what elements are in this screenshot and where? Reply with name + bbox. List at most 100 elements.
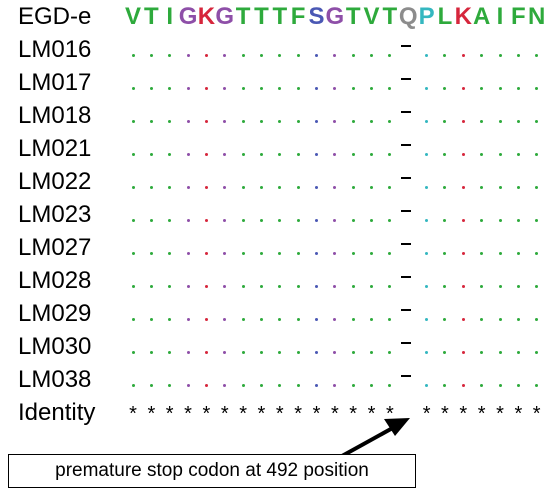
identical-residue-dot xyxy=(259,384,263,387)
reference-residue: L xyxy=(437,3,453,30)
identical-residue-dot xyxy=(351,219,355,222)
reference-residue: A xyxy=(472,3,491,30)
identical-residue-dot xyxy=(241,384,245,387)
identical-residue-dot xyxy=(223,318,227,321)
identical-residue-dot xyxy=(333,285,337,288)
identical-residue-dot xyxy=(443,318,447,321)
identical-residue-dot xyxy=(425,384,429,387)
identical-residue-dot xyxy=(259,54,263,57)
identical-residue-dot xyxy=(168,54,172,57)
identical-residue-dot xyxy=(204,87,208,90)
identical-residue-dot xyxy=(278,120,282,123)
identity-star: * xyxy=(514,403,523,425)
identical-residue-dot xyxy=(241,87,245,90)
reference-residue: I xyxy=(166,3,174,30)
strain-label: LM016 xyxy=(18,36,92,63)
identical-residue-dot xyxy=(425,120,429,123)
identical-residue-dot xyxy=(149,186,153,189)
identical-residue-dot xyxy=(186,318,190,321)
identical-residue-dot xyxy=(315,318,318,321)
identical-residue-dot xyxy=(333,351,337,354)
identity-star: * xyxy=(496,403,504,425)
identical-residue-dot xyxy=(223,87,227,90)
identical-residue-dot xyxy=(149,252,153,255)
identical-residue-dot xyxy=(168,252,172,255)
identical-residue-dot xyxy=(278,186,282,189)
identical-residue-dot xyxy=(370,186,374,189)
identical-residue-dot xyxy=(498,351,502,354)
alignment-gap xyxy=(401,78,412,80)
identical-residue-dot xyxy=(461,219,465,222)
identical-residue-dot xyxy=(516,87,520,90)
identical-residue-dot xyxy=(480,219,484,222)
identity-star: * xyxy=(275,403,284,425)
identical-residue-dot xyxy=(498,384,502,387)
identical-residue-dot xyxy=(278,285,282,288)
identical-residue-dot xyxy=(461,54,465,57)
identity-star: * xyxy=(220,403,229,425)
identical-residue-dot xyxy=(333,87,337,90)
identical-residue-dot xyxy=(223,186,227,189)
identical-residue-dot xyxy=(498,54,502,57)
identical-residue-dot xyxy=(315,153,318,156)
identical-residue-dot xyxy=(498,186,502,189)
identical-residue-dot xyxy=(516,153,520,156)
identical-residue-dot xyxy=(296,285,300,288)
identical-residue-dot xyxy=(278,219,282,222)
identical-residue-dot xyxy=(443,219,447,222)
identical-residue-dot xyxy=(131,252,135,255)
identity-star: * xyxy=(202,403,211,425)
identical-residue-dot xyxy=(223,219,227,222)
identity-star: * xyxy=(367,403,376,425)
identical-residue-dot xyxy=(351,384,355,387)
identical-residue-dot xyxy=(296,186,300,189)
identical-residue-dot xyxy=(149,384,153,387)
identical-residue-dot xyxy=(131,54,135,57)
identity-star: * xyxy=(147,403,156,425)
identical-residue-dot xyxy=(516,54,520,57)
identical-residue-dot xyxy=(149,351,153,354)
identity-label: Identity xyxy=(18,399,96,426)
identical-residue-dot xyxy=(149,120,153,123)
identical-residue-dot xyxy=(388,384,392,387)
strain-label: LM017 xyxy=(18,69,92,96)
identical-residue-dot xyxy=(535,384,539,387)
identical-residue-dot xyxy=(461,318,465,321)
identical-residue-dot xyxy=(370,318,374,321)
identical-residue-dot xyxy=(186,153,190,156)
identical-residue-dot xyxy=(315,252,318,255)
identical-residue-dot xyxy=(333,186,337,189)
identity-star: * xyxy=(349,403,358,425)
identical-residue-dot xyxy=(535,87,539,90)
identical-residue-dot xyxy=(241,219,245,222)
identical-residue-dot xyxy=(425,54,429,57)
identical-residue-dot xyxy=(278,252,282,255)
identical-residue-dot xyxy=(333,252,337,255)
strain-label: LM030 xyxy=(18,333,92,360)
identical-residue-dot xyxy=(498,153,502,156)
identical-residue-dot xyxy=(351,285,355,288)
identical-residue-dot xyxy=(241,186,245,189)
identical-residue-dot xyxy=(461,384,465,387)
identical-residue-dot xyxy=(443,186,447,189)
identical-residue-dot xyxy=(370,252,374,255)
reference-residue: I xyxy=(496,3,504,30)
strain-label: LM021 xyxy=(18,135,92,162)
reference-label: EGD-e xyxy=(18,3,92,30)
alignment-gap xyxy=(401,177,412,179)
identical-residue-dot xyxy=(296,153,300,156)
identical-residue-dot xyxy=(259,219,263,222)
identical-residue-dot xyxy=(516,384,520,387)
alignment-gap xyxy=(401,375,412,377)
identical-residue-dot xyxy=(370,384,374,387)
strain-label: LM022 xyxy=(18,168,92,195)
identical-residue-dot xyxy=(480,153,484,156)
reference-residue: Q xyxy=(398,3,418,30)
identical-residue-dot xyxy=(443,54,447,57)
identity-star: * xyxy=(532,403,541,425)
identical-residue-dot xyxy=(315,384,318,387)
alignment-gap xyxy=(401,276,412,278)
identical-residue-dot xyxy=(351,87,355,90)
identical-residue-dot xyxy=(296,384,300,387)
identical-residue-dot xyxy=(443,120,447,123)
